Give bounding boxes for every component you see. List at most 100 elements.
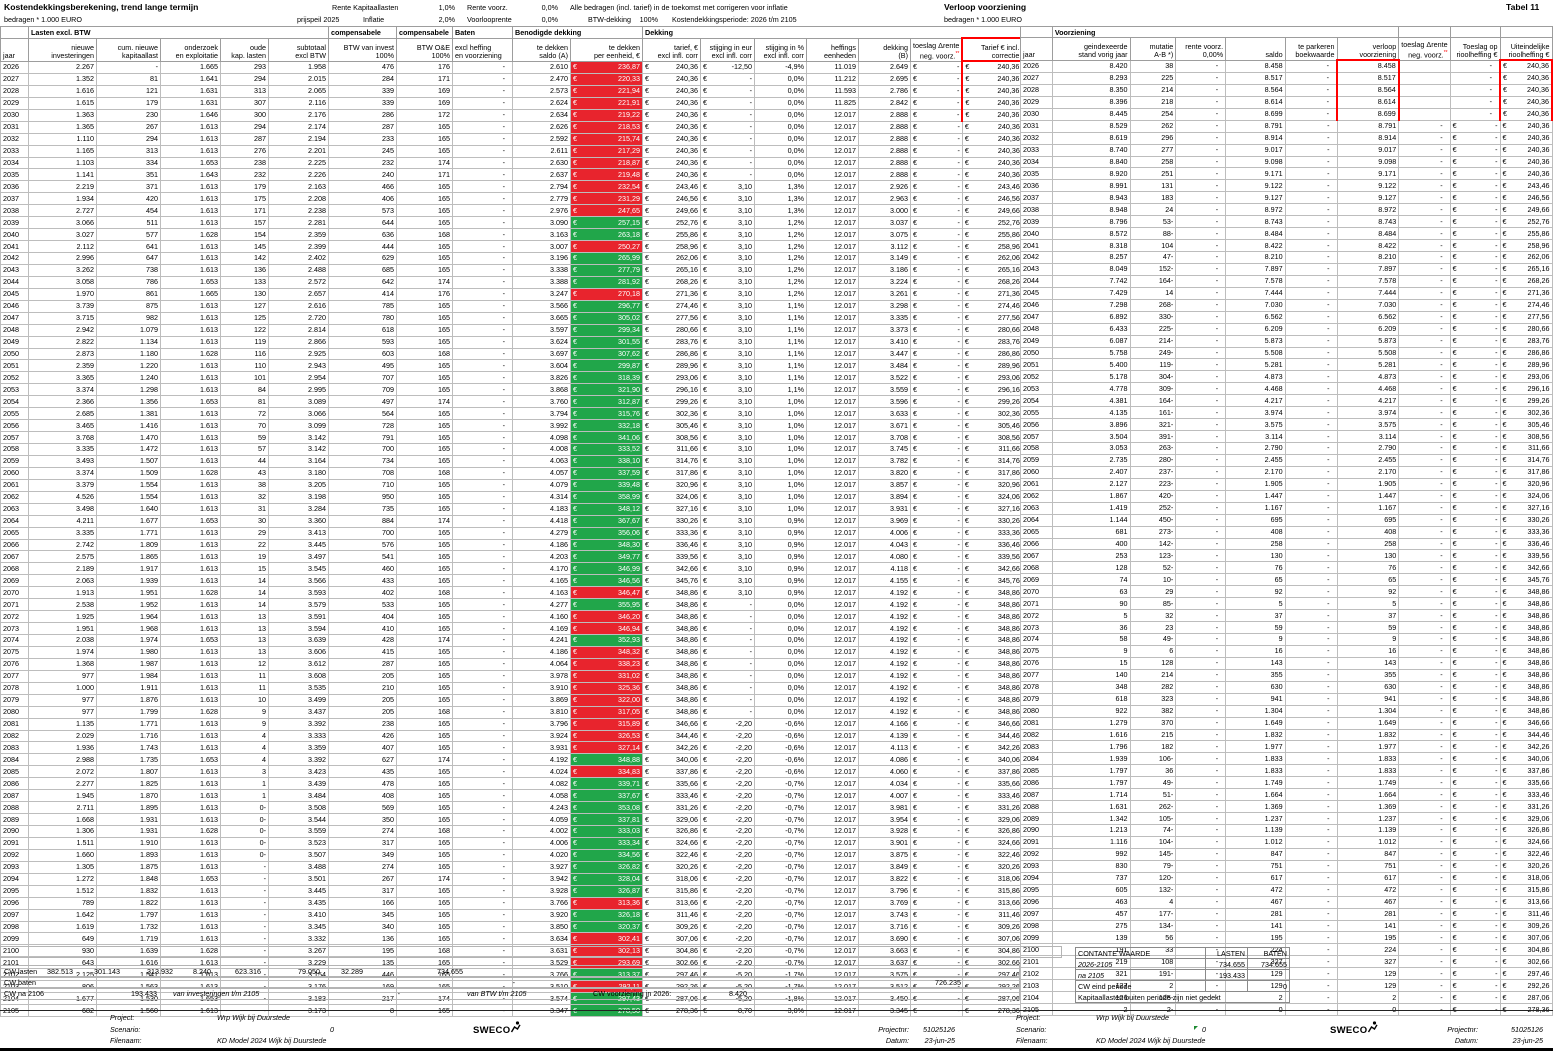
cell[interactable]: 128 xyxy=(1051,561,1131,575)
cell[interactable]: 2076 xyxy=(0,657,29,671)
cell[interactable]: 8.991 xyxy=(1051,179,1131,193)
cell[interactable]: 165 xyxy=(396,359,453,373)
cell[interactable]: € - xyxy=(910,431,963,444)
cell[interactable]: 2090 xyxy=(0,825,29,838)
cell[interactable]: 165 xyxy=(396,526,453,540)
cell[interactable]: 2.065 xyxy=(268,84,329,98)
cell[interactable]: 262- xyxy=(1129,800,1177,814)
cell[interactable]: 3.608 xyxy=(268,669,329,683)
cell[interactable]: - xyxy=(452,789,513,803)
cell[interactable]: 382 xyxy=(1129,704,1177,718)
cell[interactable]: 1,1% xyxy=(754,335,807,349)
cell[interactable]: 12.017 xyxy=(806,669,859,683)
cell[interactable]: 12.017 xyxy=(806,586,859,600)
cell[interactable]: 165 xyxy=(396,932,453,946)
cw-lasten-value[interactable]: 313.932 xyxy=(147,967,173,976)
cell[interactable]: 14 xyxy=(1129,286,1177,300)
cell[interactable]: €277,56 xyxy=(642,311,701,325)
cell[interactable]: €289,96 xyxy=(961,359,1023,373)
cell[interactable]: 7.298 xyxy=(1051,298,1131,312)
cell[interactable]: 24 xyxy=(1129,203,1177,217)
cell[interactable]: €322,46 xyxy=(1499,847,1553,861)
cell[interactable]: 12.017 xyxy=(806,610,859,624)
cell[interactable]: €345,76 xyxy=(642,574,701,588)
cell[interactable]: - xyxy=(452,156,513,170)
cell[interactable]: 12.017 xyxy=(806,120,859,134)
cell[interactable]: 81 xyxy=(96,72,161,86)
cell[interactable]: 3.186 xyxy=(858,263,911,277)
cell[interactable]: 12.017 xyxy=(806,478,859,492)
cell[interactable]: 884 xyxy=(328,514,397,528)
cell[interactable]: 145 xyxy=(220,240,269,253)
cell[interactable]: € -2,20 xyxy=(700,860,755,874)
cell[interactable]: 110 xyxy=(220,359,269,373)
cell[interactable]: 3.697 xyxy=(512,347,571,361)
cell[interactable]: 463 xyxy=(1051,895,1131,909)
cell[interactable]: €252,76 xyxy=(1499,215,1553,229)
cell[interactable]: 9.122 xyxy=(1336,179,1400,193)
cell[interactable]: €270,18 xyxy=(570,287,643,301)
cell[interactable]: 57 xyxy=(220,443,269,456)
cell[interactable]: €337,67 xyxy=(570,789,643,803)
cell[interactable]: €341,06 xyxy=(570,431,643,444)
cell[interactable]: € - xyxy=(1449,680,1501,694)
cell[interactable]: €348,86 xyxy=(1499,668,1553,682)
cell[interactable]: - xyxy=(1175,824,1227,837)
cell[interactable]: 4.192 xyxy=(858,705,911,719)
cell[interactable]: 294 xyxy=(96,132,161,146)
cell[interactable]: 4.006 xyxy=(512,836,571,850)
cell[interactable]: €3,10 xyxy=(700,562,755,576)
cell[interactable]: 3.365 xyxy=(28,371,97,385)
cell[interactable]: 12.017 xyxy=(806,108,859,122)
cell[interactable]: - xyxy=(1284,95,1338,109)
cell[interactable]: €333,34 xyxy=(570,836,643,850)
cell[interactable]: € - xyxy=(700,634,755,647)
cell[interactable]: 3.974 xyxy=(1225,406,1286,420)
cell[interactable]: 2031 xyxy=(0,120,29,134)
cell[interactable]: 3.392 xyxy=(268,753,329,767)
cell[interactable]: €297,46 xyxy=(1499,967,1553,981)
cell[interactable]: 1.079 xyxy=(96,323,161,337)
cell[interactable]: - xyxy=(1284,382,1338,396)
cell[interactable]: €346,47 xyxy=(570,586,643,600)
cell[interactable]: 466 xyxy=(328,180,397,194)
cell[interactable]: - xyxy=(1284,477,1338,491)
cell[interactable]: €314,76 xyxy=(961,454,1023,468)
cell[interactable]: 0- xyxy=(220,848,269,862)
cell[interactable]: 2057 xyxy=(0,431,29,444)
cell[interactable]: - xyxy=(1284,131,1338,145)
cell[interactable]: 1.716 xyxy=(96,729,161,743)
cell[interactable]: 791 xyxy=(328,431,397,444)
cell[interactable]: € - xyxy=(1449,119,1501,133)
cell[interactable]: 8.619 xyxy=(1051,131,1131,145)
cell[interactable]: 1.749 xyxy=(1225,776,1286,790)
cell[interactable]: 168 xyxy=(396,825,453,838)
cell[interactable]: 1.141 xyxy=(28,168,97,182)
cell[interactable]: - xyxy=(1398,716,1451,730)
cell[interactable]: 0,0% xyxy=(754,693,807,707)
cell[interactable]: 3.924 xyxy=(512,729,571,743)
cell[interactable]: €280,66 xyxy=(642,323,701,337)
cell[interactable]: €336,46 xyxy=(961,538,1023,552)
cell[interactable]: - xyxy=(452,168,513,182)
cell[interactable]: 3.928 xyxy=(858,825,911,838)
cell[interactable]: 2063 xyxy=(1020,501,1053,515)
cell[interactable]: 1.613 xyxy=(160,371,221,385)
cell[interactable]: 123- xyxy=(1129,549,1177,563)
cell[interactable]: € - xyxy=(1449,955,1501,969)
cell[interactable]: - xyxy=(1175,191,1227,205)
cell[interactable]: - xyxy=(452,908,513,922)
cell[interactable]: €339,56 xyxy=(642,550,701,564)
cell[interactable]: 2047 xyxy=(1020,310,1053,324)
cell[interactable]: €367,67 xyxy=(570,514,643,528)
cell[interactable]: 0- xyxy=(220,836,269,850)
cell[interactable]: 4.063 xyxy=(512,454,571,468)
cell[interactable]: 847 xyxy=(1336,847,1400,861)
cell[interactable]: €348,86 xyxy=(961,622,1023,635)
cell[interactable]: 0,0% xyxy=(754,598,807,612)
cell[interactable]: 3.535 xyxy=(268,681,329,695)
cell[interactable]: - xyxy=(1449,59,1501,73)
cell[interactable]: 90 xyxy=(1051,597,1131,611)
cell[interactable]: 1.867 xyxy=(1051,489,1131,503)
cell[interactable]: 1.613 xyxy=(160,789,221,803)
